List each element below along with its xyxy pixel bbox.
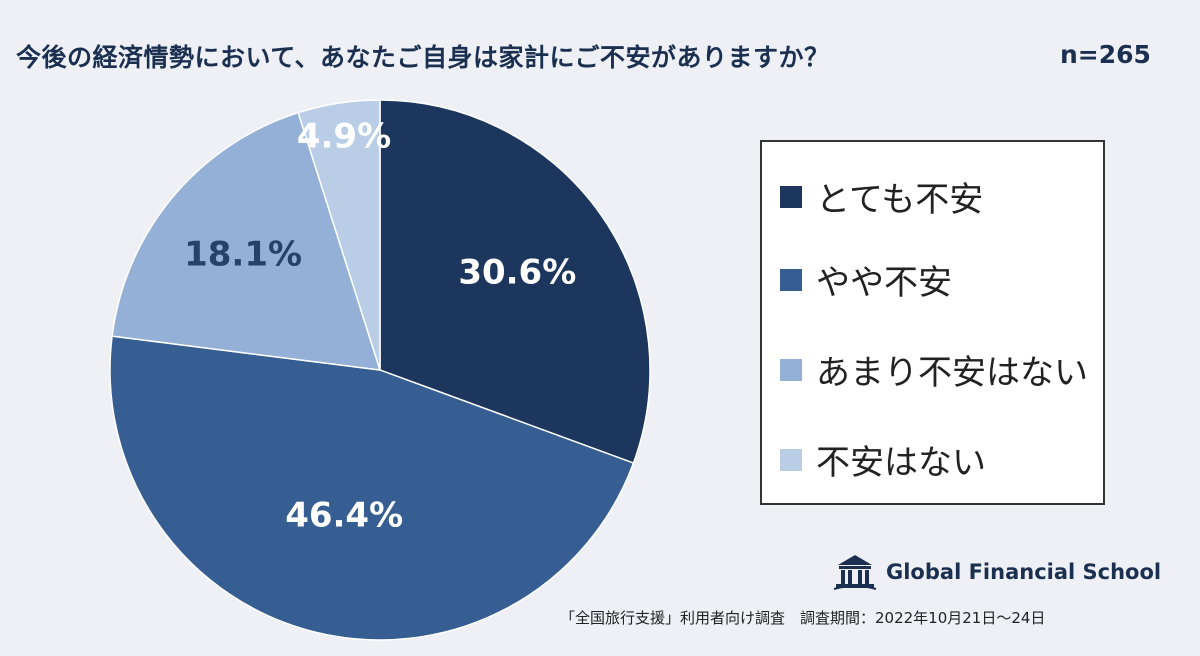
school-building-icon — [833, 555, 877, 590]
legend-item: 不安はない — [780, 435, 986, 484]
brand: Global Financial School — [832, 553, 1161, 591]
legend-item: あまり不安はない — [780, 345, 1088, 394]
chart-title: 今後の経済情勢において、あなたご自身は家計にご不安がありますか？ — [16, 43, 830, 72]
pie-slice — [297, 99, 381, 371]
legend-label: やや不安 — [816, 263, 952, 303]
slice-value-label: 18.1% — [184, 235, 302, 275]
legend-swatch — [780, 268, 802, 291]
pie-slice — [109, 335, 635, 641]
legend-swatch — [780, 358, 802, 381]
legend-label: 不安はない — [816, 443, 986, 483]
footnote: 「全国旅行支援」利用者向け調査 調査期間：2022年10月21日～24日 — [560, 609, 1046, 627]
legend-item: とても不安 — [780, 172, 983, 221]
slice-value-label: 46.4% — [285, 495, 403, 535]
pie-chart: 30.6% 46.4% 18.1% 4.9% — [109, 99, 651, 641]
slice-value-label: 30.6% — [458, 253, 576, 293]
pie-slice — [379, 99, 651, 465]
pie-slice — [111, 111, 382, 371]
legend: とても不安 やや不安 あまり不安はない 不安はない — [760, 140, 1105, 505]
legend-swatch — [780, 448, 802, 471]
brand-name: Global Financial School — [886, 560, 1162, 584]
legend-item: やや不安 — [780, 255, 952, 304]
legend-swatch — [780, 185, 802, 208]
legend-label: とても不安 — [816, 180, 984, 220]
slice-value-label: 4.9% — [297, 116, 391, 156]
sample-size: n=265 — [1060, 40, 1151, 69]
legend-label: あまり不安はない — [816, 353, 1088, 393]
